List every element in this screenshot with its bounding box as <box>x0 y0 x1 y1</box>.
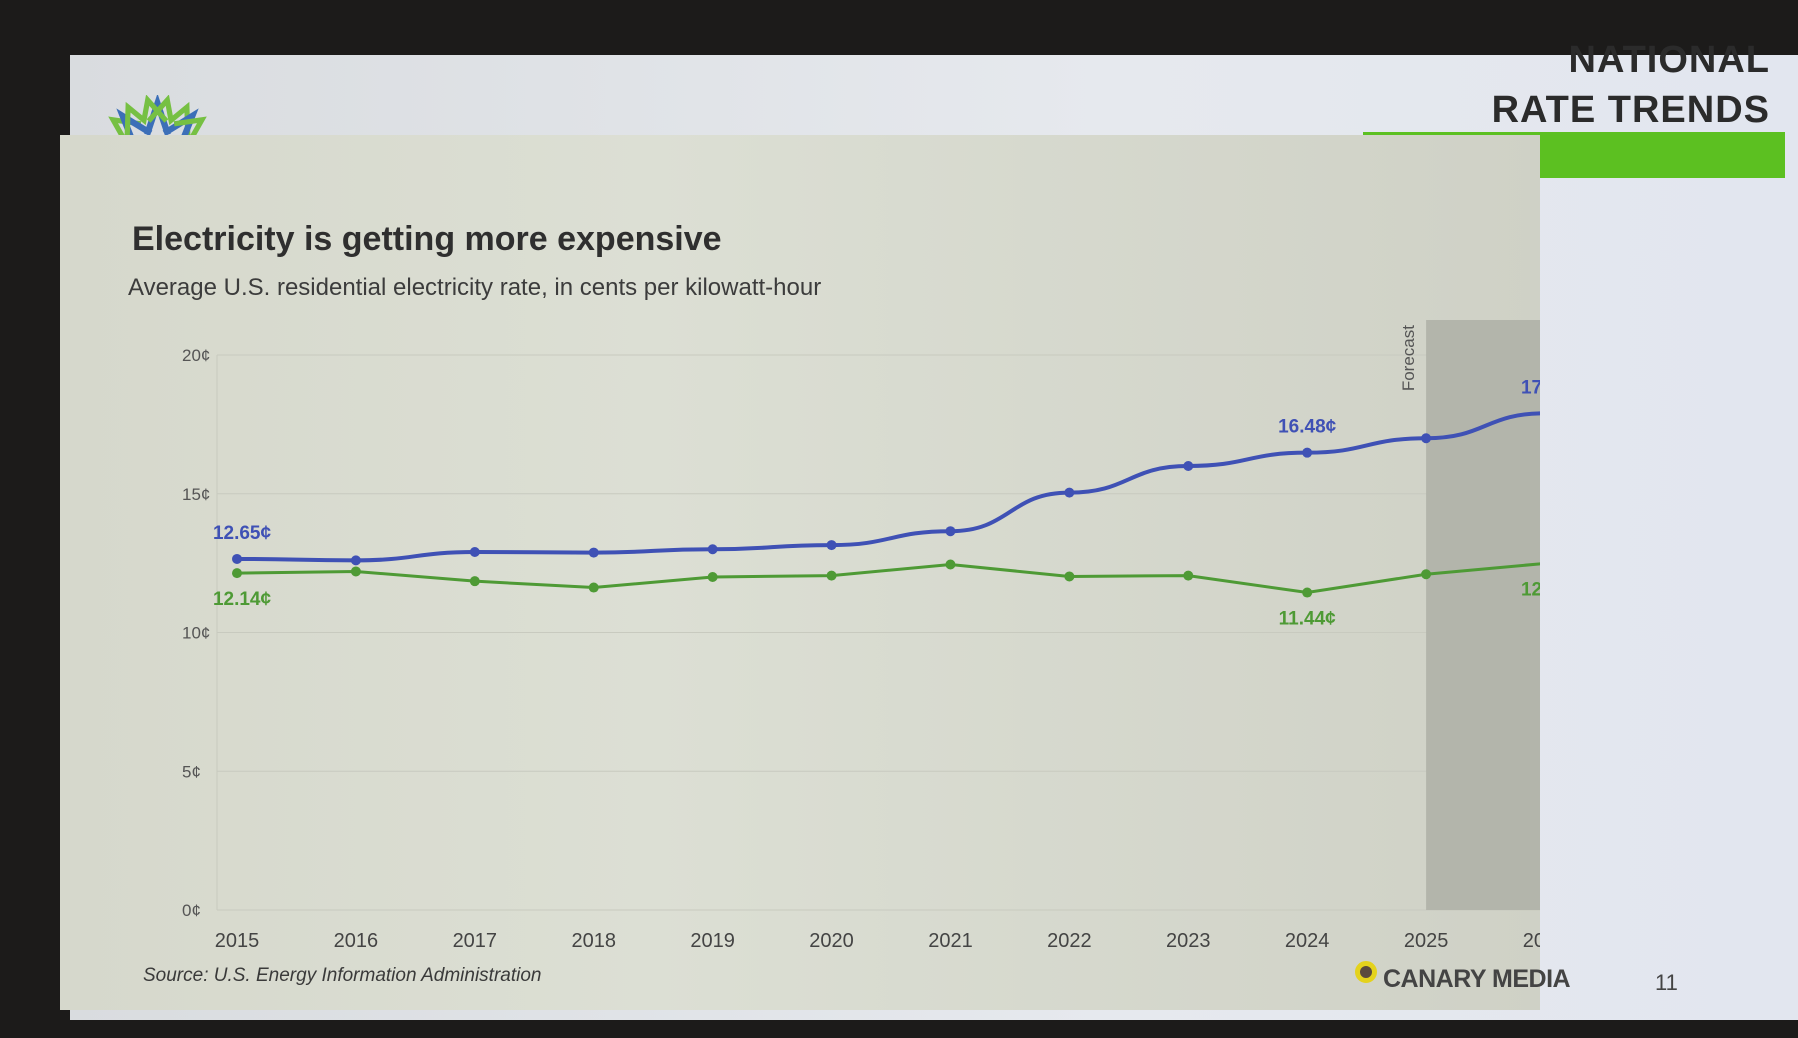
data-point <box>350 566 361 577</box>
series-line <box>236 411 1540 563</box>
data-point <box>1421 569 1432 580</box>
slide-heading: NATIONAL RATE TRENDS <box>1492 35 1770 135</box>
x-tick-label: 2025 <box>1404 930 1449 952</box>
forecast-label: Forecast <box>1399 325 1418 391</box>
data-point <box>588 547 599 558</box>
x-tick-label: 2015 <box>215 930 260 952</box>
logo-ray <box>124 95 169 136</box>
series-line <box>236 562 1540 595</box>
x-tick-label: 2026 <box>1523 930 1540 952</box>
x-tick-label: 2017 <box>453 930 498 952</box>
data-point <box>1183 570 1194 581</box>
data-point <box>945 559 956 570</box>
data-point <box>1302 587 1313 598</box>
x-tick-label: 2020 <box>809 930 854 952</box>
brand-logo: CANARY MEDIA <box>1355 960 1571 994</box>
chart-subtitle: Average U.S. residential electricity rat… <box>128 274 821 301</box>
x-tick-label: 2021 <box>928 930 973 952</box>
page-number: 11 <box>1655 970 1678 995</box>
brand-name: CANARY MEDIA <box>1383 965 1571 993</box>
y-tick-label: 15¢ <box>182 485 210 504</box>
heading-line: NATIONAL <box>1568 39 1770 81</box>
x-tick-label: 2019 <box>690 930 735 952</box>
data-point <box>707 544 718 555</box>
data-point <box>588 582 599 593</box>
x-tick-label: 2016 <box>334 930 379 952</box>
data-point <box>707 572 718 582</box>
data-point <box>1421 433 1432 444</box>
data-point <box>469 576 480 587</box>
data-point <box>945 526 956 537</box>
x-tick-label: 2018 <box>571 930 616 952</box>
data-point <box>350 555 361 566</box>
data-point <box>1064 571 1075 582</box>
chart-panel: Electricity is getting more expensive Av… <box>60 135 1540 1010</box>
data-point <box>1064 487 1075 498</box>
data-point <box>826 570 837 581</box>
x-tick-label: 2022 <box>1047 930 1092 952</box>
data-label: 12.14¢ <box>213 589 272 610</box>
x-tick-label: 2024 <box>1285 930 1330 952</box>
heading-line: RATE TRENDS <box>1491 89 1770 131</box>
data-label: 12.49¢ <box>1521 579 1540 600</box>
logo-ray <box>144 95 171 136</box>
data-point <box>232 568 242 579</box>
x-tick-label: 2023 <box>1166 930 1211 952</box>
y-tick-label: 5¢ <box>182 762 201 781</box>
line-chart: Electricity is getting more expensive Av… <box>128 220 1540 952</box>
data-label: 17.90¢ <box>1521 377 1540 398</box>
forecast-band <box>1426 320 1540 910</box>
data-label: 12.65¢ <box>213 523 272 544</box>
data-point <box>1302 447 1313 458</box>
y-tick-label: 20¢ <box>182 346 210 365</box>
chart-title: Electricity is getting more expensive <box>132 220 722 258</box>
y-tick-label: 10¢ <box>182 624 210 643</box>
data-label: 16.48¢ <box>1278 417 1337 438</box>
data-point <box>1183 461 1194 471</box>
brand-dot-icon <box>1355 960 1377 983</box>
y-tick-label: 0¢ <box>182 901 201 920</box>
source-note: Source: U.S. Energy Information Administ… <box>143 965 542 986</box>
data-point <box>469 547 480 558</box>
data-point <box>232 553 242 564</box>
data-label: 11.44¢ <box>1279 609 1336 630</box>
data-point <box>826 540 837 551</box>
